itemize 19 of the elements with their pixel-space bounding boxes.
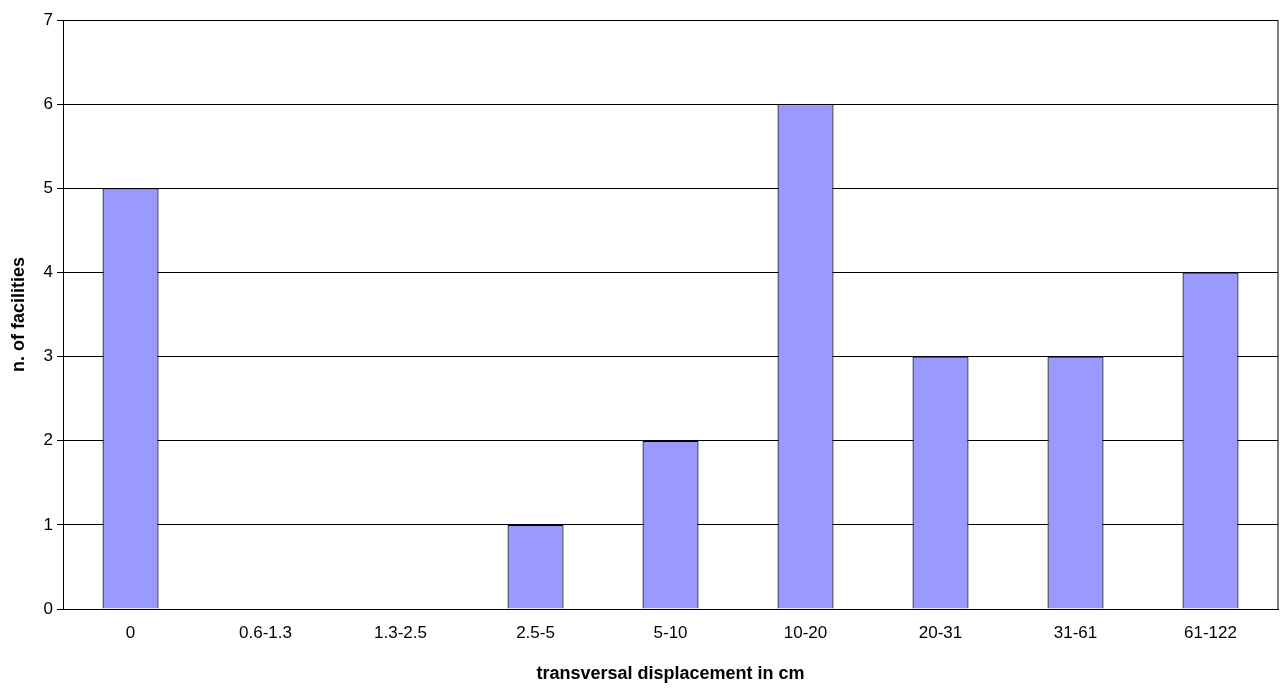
y-tick-label: 6 bbox=[43, 93, 54, 113]
y-tick-label: 0 bbox=[43, 598, 54, 618]
x-tick-label: 61-122 bbox=[1184, 622, 1237, 642]
x-tick-label: 0.6-1.3 bbox=[239, 622, 293, 642]
x-axis-title: transversal displacement in cm bbox=[536, 663, 805, 684]
x-tick-label: 31-61 bbox=[1053, 622, 1098, 642]
x-tick-label: 2.5-5 bbox=[516, 622, 555, 642]
y-tick-label: 4 bbox=[43, 262, 54, 282]
y-tick-label: 2 bbox=[43, 430, 54, 450]
y-tick-label: 1 bbox=[43, 514, 54, 534]
x-tick-label: 0 bbox=[125, 622, 136, 642]
y-axis-title: n. of facilities bbox=[7, 256, 28, 373]
y-tick-label: 5 bbox=[43, 177, 54, 197]
x-tick-label: 20-31 bbox=[918, 622, 963, 642]
y-tick-label: 7 bbox=[43, 9, 54, 29]
x-tick-label: 5-10 bbox=[653, 622, 688, 642]
y-tick-label: 3 bbox=[43, 346, 54, 366]
x-tick-label: 10-20 bbox=[783, 622, 828, 642]
x-tick-label: 1.3-2.5 bbox=[374, 622, 428, 642]
